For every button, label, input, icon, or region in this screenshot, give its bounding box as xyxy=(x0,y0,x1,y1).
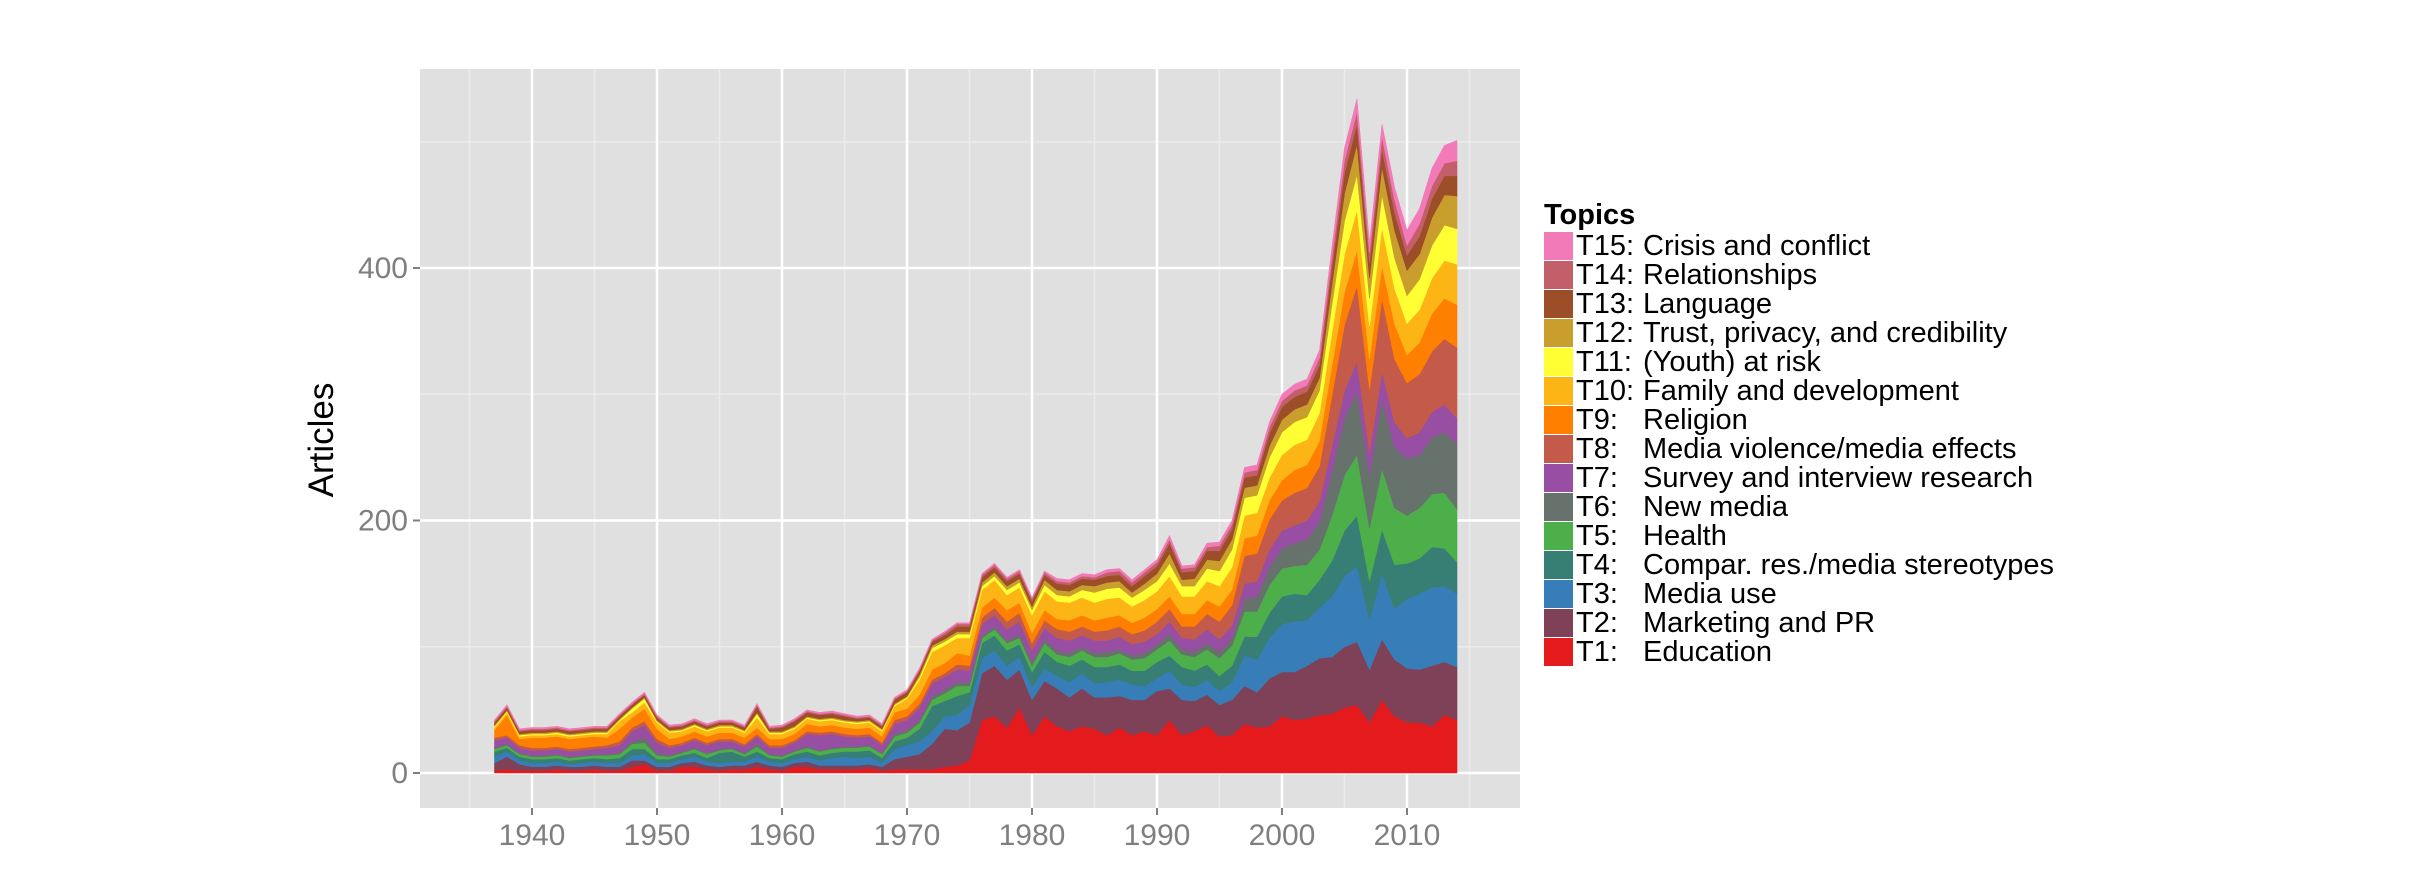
x-tick-label: 1950 xyxy=(624,819,691,852)
legend-label: Survey and interview research xyxy=(1643,462,2034,494)
legend-label: Language xyxy=(1643,288,1773,320)
legend-code: T3: xyxy=(1576,578,1618,610)
legend-label: Health xyxy=(1643,520,1727,552)
legend-swatch xyxy=(1544,522,1573,551)
legend-item: T2: Marketing and PR xyxy=(1544,607,2054,639)
legend-label: Compar. res./media stereotypes xyxy=(1643,549,2055,581)
legend-label: Trust, privacy, and credibility xyxy=(1643,317,2008,349)
legend-label: Media use xyxy=(1643,578,1777,610)
legend-item: T9: Religion xyxy=(1544,404,2054,436)
legend-item: T5: Health xyxy=(1544,520,2054,552)
legend-items: T15: Crisis and conflict T14: Relationships… xyxy=(1544,230,2055,668)
legend-item: T11: (Youth) at risk xyxy=(1544,346,2054,378)
legend-item: T13: Language xyxy=(1544,288,2054,320)
legend-item: T1: Education xyxy=(1544,636,2054,668)
legend-label: Family and development xyxy=(1643,375,1959,407)
x-tick-label: 1980 xyxy=(999,819,1066,852)
legend-label: Relationships xyxy=(1643,259,1818,291)
x-tick-label: 1960 xyxy=(749,819,816,852)
y-tick-label: 400 xyxy=(358,252,408,285)
legend-swatch xyxy=(1544,609,1573,638)
legend-label: Marketing and PR xyxy=(1643,607,1876,639)
legend-swatch xyxy=(1544,319,1573,348)
x-tick-label: 2010 xyxy=(1374,819,1441,852)
legend-code: T14: xyxy=(1576,259,1635,291)
legend-swatch xyxy=(1544,348,1573,377)
x-tick-label: 1940 xyxy=(499,819,566,852)
legend-label: New media xyxy=(1643,491,1789,523)
y-tick-label: 0 xyxy=(391,757,408,790)
x-tick-label: 1970 xyxy=(874,819,941,852)
x-tick-label: 2000 xyxy=(1249,819,1316,852)
legend-swatch xyxy=(1544,290,1573,319)
legend-label: Education xyxy=(1643,636,1772,668)
legend-swatch xyxy=(1544,377,1573,406)
legend-code: T1: xyxy=(1576,636,1618,668)
legend-code: T10: xyxy=(1576,375,1635,407)
legend-swatch xyxy=(1544,406,1573,435)
legend: Topics T15: Crisis and conflict T14: Relati… xyxy=(1544,199,2055,668)
legend-code: T15: xyxy=(1576,230,1635,262)
legend-label: (Youth) at risk xyxy=(1643,346,1821,378)
y-axis-label: Articles xyxy=(302,382,341,498)
legend-item: T8: Media violence/media effects xyxy=(1544,433,2054,465)
legend-code: T11: xyxy=(1576,346,1632,378)
legend-label: Media violence/media effects xyxy=(1643,433,2017,465)
legend-item: T7: Survey and interview research xyxy=(1544,462,2054,494)
legend-code: T6: xyxy=(1576,491,1618,523)
legend-code: T9: xyxy=(1576,404,1618,436)
legend-item: T3: Media use xyxy=(1544,578,2054,610)
legend-swatch xyxy=(1544,435,1573,464)
y-tick-label: 200 xyxy=(358,505,408,538)
legend-code: T12: xyxy=(1576,317,1635,349)
x-axis: 1940 1950 1960 1970 1980 1990 2000 2010 xyxy=(499,808,1441,852)
legend-swatch xyxy=(1544,493,1573,522)
legend-item: T14: Relationships xyxy=(1544,259,2054,291)
y-axis: 0 200 400 xyxy=(358,252,420,790)
x-tick-label: 1990 xyxy=(1124,819,1191,852)
legend-item: T6: New media xyxy=(1544,491,2054,523)
legend-code: T5: xyxy=(1576,520,1618,552)
legend-swatch xyxy=(1544,551,1573,580)
legend-label: Crisis and conflict xyxy=(1643,230,1871,262)
legend-label: Religion xyxy=(1643,404,1748,436)
legend-code: T7: xyxy=(1576,462,1618,494)
legend-item: T15: Crisis and conflict xyxy=(1544,230,2054,262)
legend-item: T4: Compar. res./media stereotypes xyxy=(1544,549,2055,581)
legend-swatch xyxy=(1544,580,1573,609)
legend-swatch xyxy=(1544,638,1573,667)
legend-code: T2: xyxy=(1576,607,1618,639)
legend-item: T10: Family and development xyxy=(1544,375,2054,407)
legend-title: Topics xyxy=(1544,199,1636,231)
legend-swatch xyxy=(1544,464,1573,493)
legend-code: T13: xyxy=(1576,288,1635,320)
legend-item: T12: Trust, privacy, and credibility xyxy=(1544,317,2054,349)
legend-swatch xyxy=(1544,232,1573,261)
legend-code: T8: xyxy=(1576,433,1618,465)
stacked-areas xyxy=(494,98,1458,774)
area-t15 xyxy=(494,98,1458,731)
legend-swatch xyxy=(1544,261,1573,290)
legend-code: T4: xyxy=(1576,549,1618,581)
